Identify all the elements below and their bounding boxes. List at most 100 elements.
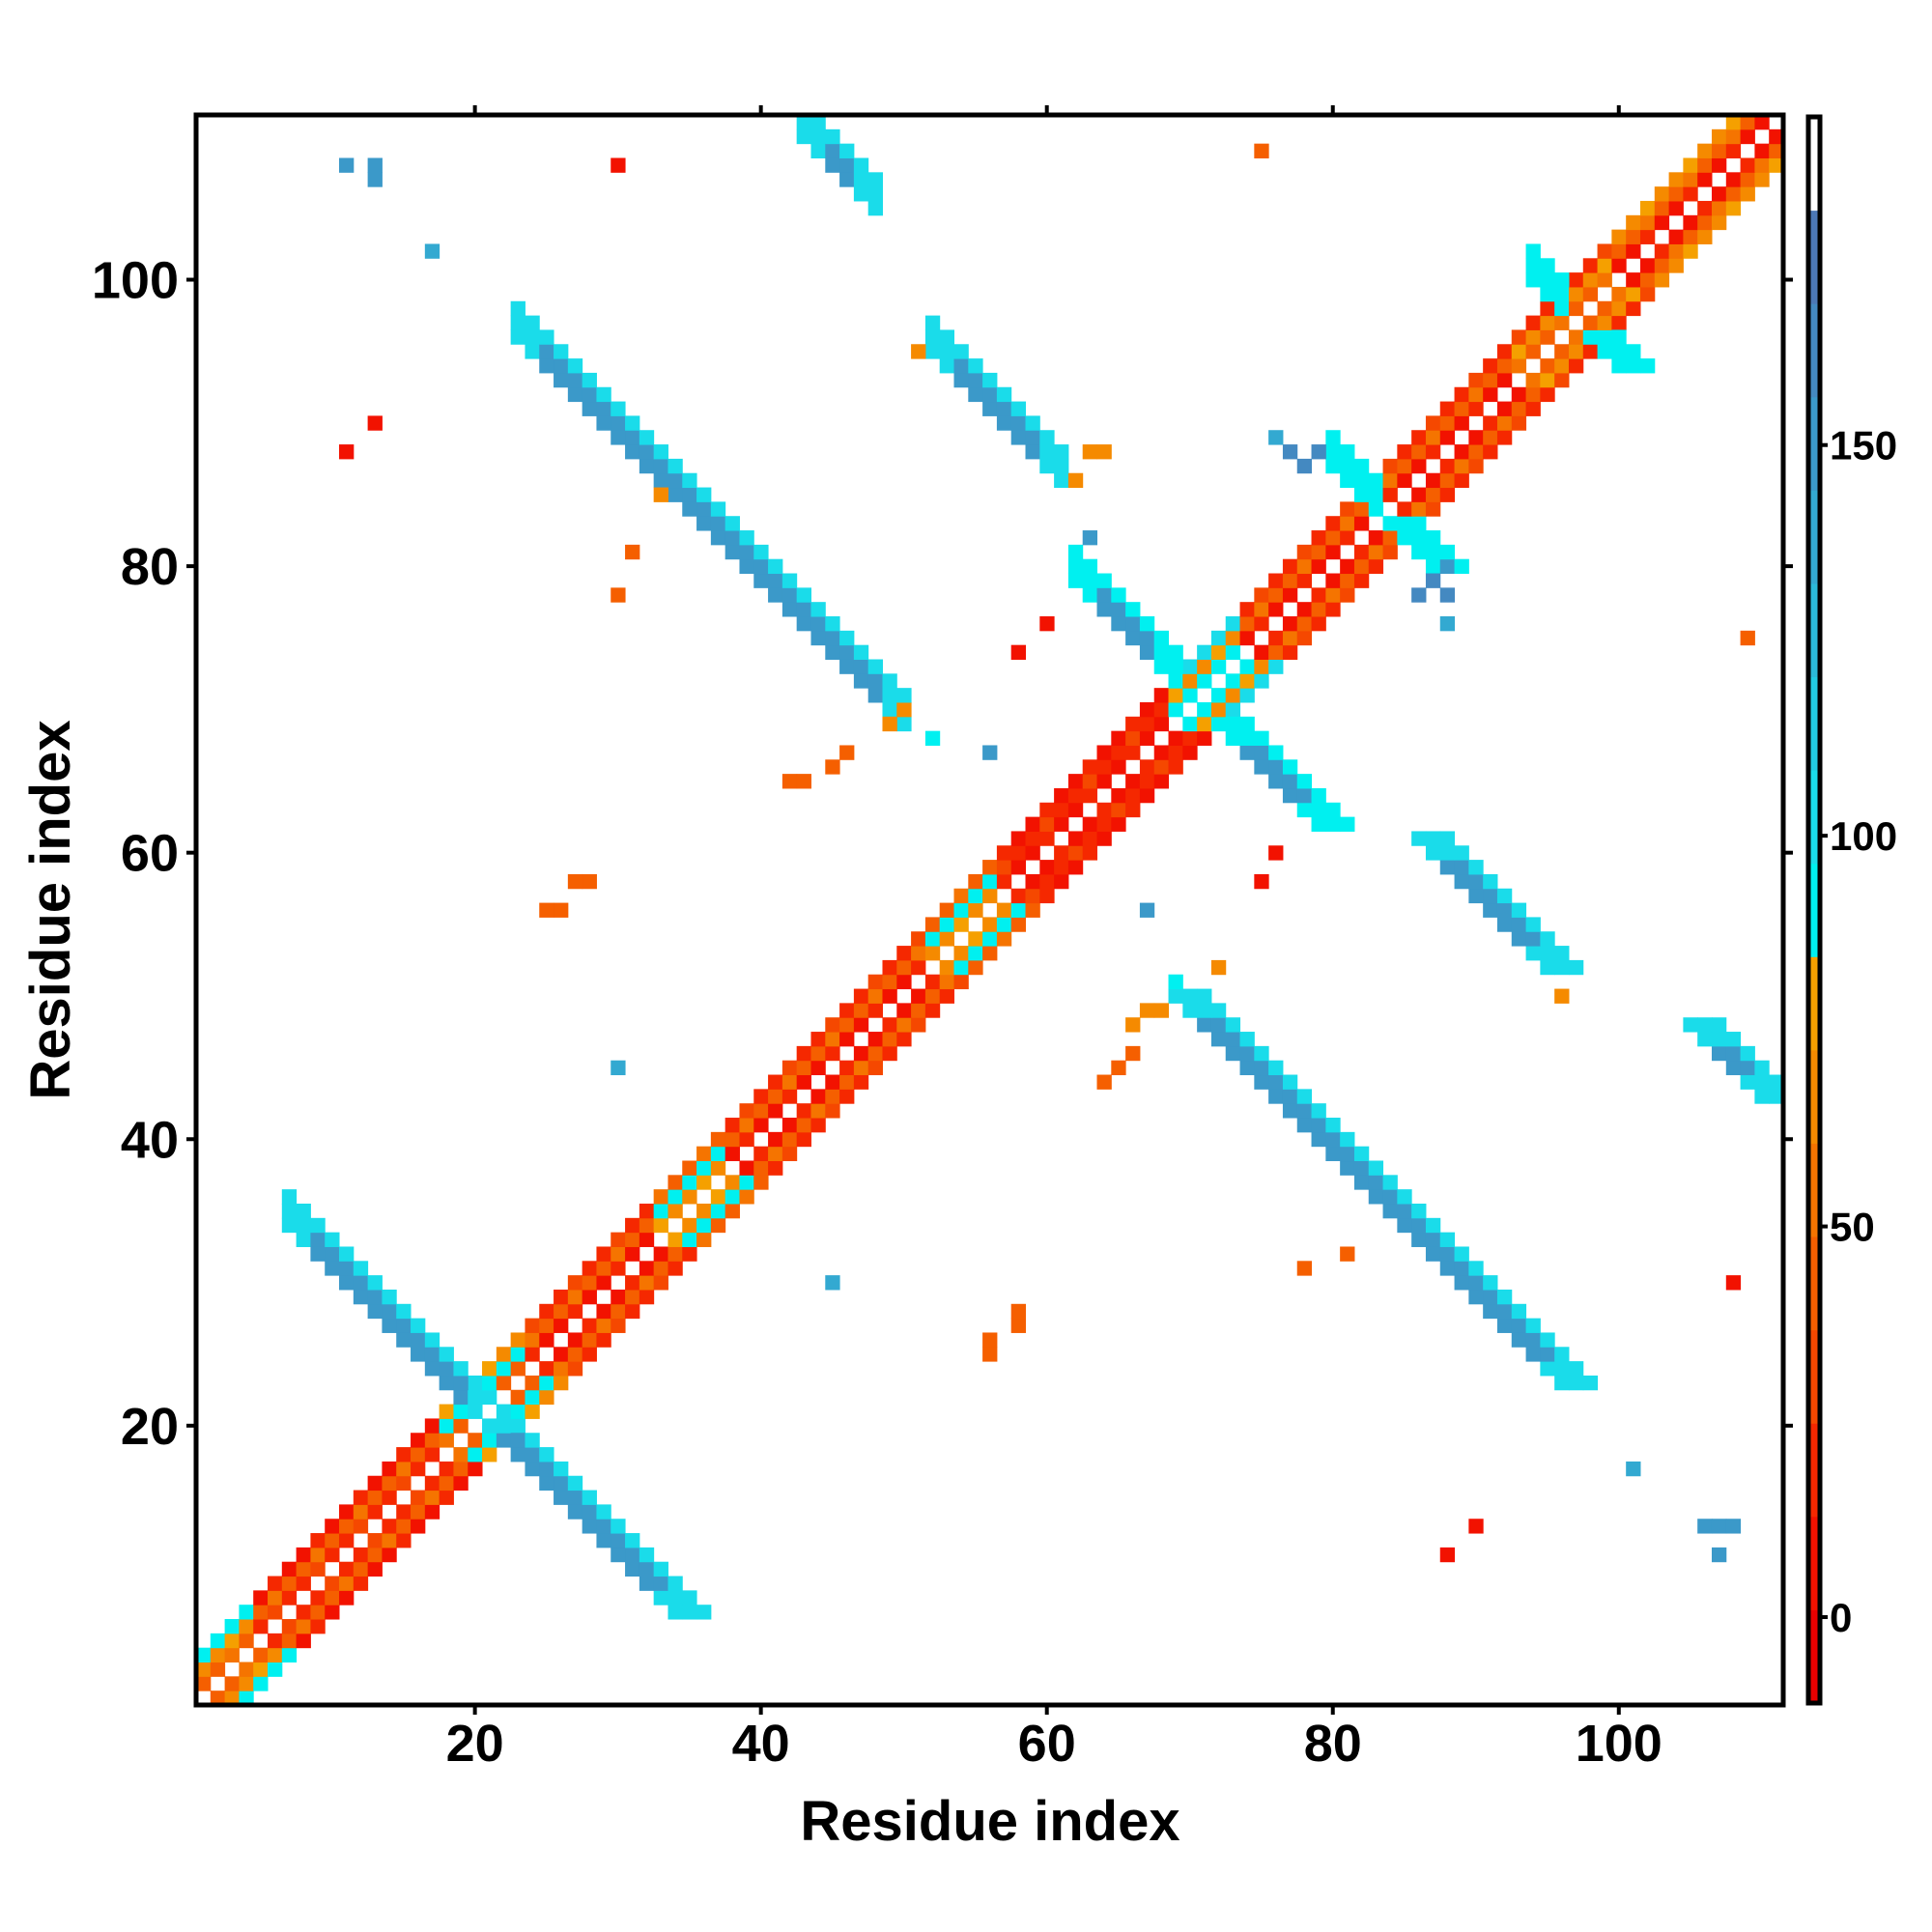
heatmap-cell [596,415,611,431]
heatmap-cell [1525,1318,1541,1333]
heatmap-cell [1454,558,1469,575]
heatmap-cell [1225,730,1241,746]
heatmap-cell [1525,917,1541,932]
heatmap-cell [1153,688,1170,703]
heatmap-cell [1225,688,1241,703]
heatmap-cell [739,1175,754,1190]
heatmap-cell [839,143,855,158]
heatmap-cell [1454,860,1469,875]
heatmap-cell [867,1003,883,1018]
heatmap-cell [1210,701,1227,718]
heatmap-cell [825,143,840,158]
heatmap-cell [1454,458,1469,474]
heatmap-cell [810,1045,826,1062]
heatmap-cell [1554,959,1570,976]
heatmap-cell [1125,730,1141,746]
heatmap-cell [1268,845,1284,861]
heatmap-cell [1039,831,1055,846]
heatmap-cell [496,1375,512,1391]
heatmap-cell [911,959,926,976]
heatmap-cell [1754,115,1770,130]
heatmap-cell [924,730,941,746]
heatmap-cell [1425,544,1441,560]
heatmap-cell [281,1647,298,1663]
heatmap-cell [1397,501,1412,517]
colorbar-segment [1808,582,1820,678]
y-tick-label: 100 [92,252,179,310]
heatmap-cell [710,516,726,531]
heatmap-cell [239,1690,254,1706]
heatmap-cell [1239,1045,1255,1062]
heatmap-cell [1454,415,1469,431]
heatmap-cell [1125,774,1141,789]
heatmap-cell [1311,802,1326,818]
heatmap-cell [353,1490,369,1505]
heatmap-cell [668,1261,683,1276]
heatmap-cell [525,1461,540,1477]
heatmap-cell [1611,286,1627,302]
heatmap-cell [1125,630,1141,646]
heatmap-cell [1296,1261,1313,1276]
heatmap-cell [1769,143,1784,158]
colorbar-segment [1808,1609,1820,1704]
heatmap-cell [1111,730,1126,746]
heatmap-cell [1540,386,1555,403]
colorbar: 0 50 100 150 [1805,114,1897,1706]
heatmap-cell [310,1246,326,1262]
x-tick-label: 20 [446,1715,504,1773]
heatmap-cell [1268,1089,1284,1104]
heatmap-cell [424,1361,440,1377]
heatmap-cell [1111,802,1126,818]
heatmap-cell [867,186,883,202]
heatmap-cell [1125,787,1141,804]
heatmap-cell [1225,644,1241,660]
heatmap-cell [1340,1160,1355,1176]
heatmap-cell [353,1261,369,1276]
heatmap-cell [639,1203,655,1219]
heatmap-cell [1111,1060,1126,1076]
heatmap-cell [510,1447,526,1463]
heatmap-cell [796,1045,811,1062]
heatmap-cell [539,902,554,918]
heatmap-cell [768,587,783,603]
heatmap-cell [1411,430,1427,445]
heatmap-cell [739,1103,754,1119]
heatmap-cell [1525,1332,1541,1348]
heatmap-cell [1025,845,1040,861]
heatmap-cell [539,1303,554,1320]
heatmap-cell [1582,315,1599,330]
heatmap-cell [596,1261,611,1276]
heatmap-cell [753,1160,769,1176]
heatmap-cell [453,1418,469,1434]
heatmap-cell [996,401,1012,416]
heatmap-cell [696,1175,712,1190]
heatmap-cell [1039,616,1055,632]
heatmap-cell [1483,386,1498,403]
heatmap-cell [339,1504,355,1520]
heatmap-cell [325,1519,340,1534]
heatmap-cell [281,1590,298,1605]
heatmap-cell [611,1303,626,1320]
heatmap-cell [710,501,726,517]
heatmap-cell [1597,329,1612,345]
heatmap-cell [468,1433,483,1448]
heatmap-cell [696,1160,712,1176]
heatmap-cell [496,1433,512,1448]
heatmap-cell [996,386,1012,403]
heatmap-cell [867,1032,883,1047]
heatmap-cell [1382,472,1398,489]
heatmap-cell [1611,243,1627,259]
heatmap-cell [1439,1246,1456,1262]
heatmap-cell [339,1246,355,1262]
heatmap-cell [1540,1332,1555,1348]
heatmap-cell [1540,931,1555,947]
heatmap-cell [1568,272,1584,288]
heatmap-cell [1711,1032,1727,1047]
heatmap-cell [1525,243,1541,259]
heatmap-cell [625,430,640,445]
heatmap-cell [1282,1103,1298,1119]
heatmap-cell [339,1275,355,1291]
heatmap-cell [281,1561,298,1577]
heatmap-cell [539,344,554,359]
heatmap-cell [1568,1375,1584,1391]
